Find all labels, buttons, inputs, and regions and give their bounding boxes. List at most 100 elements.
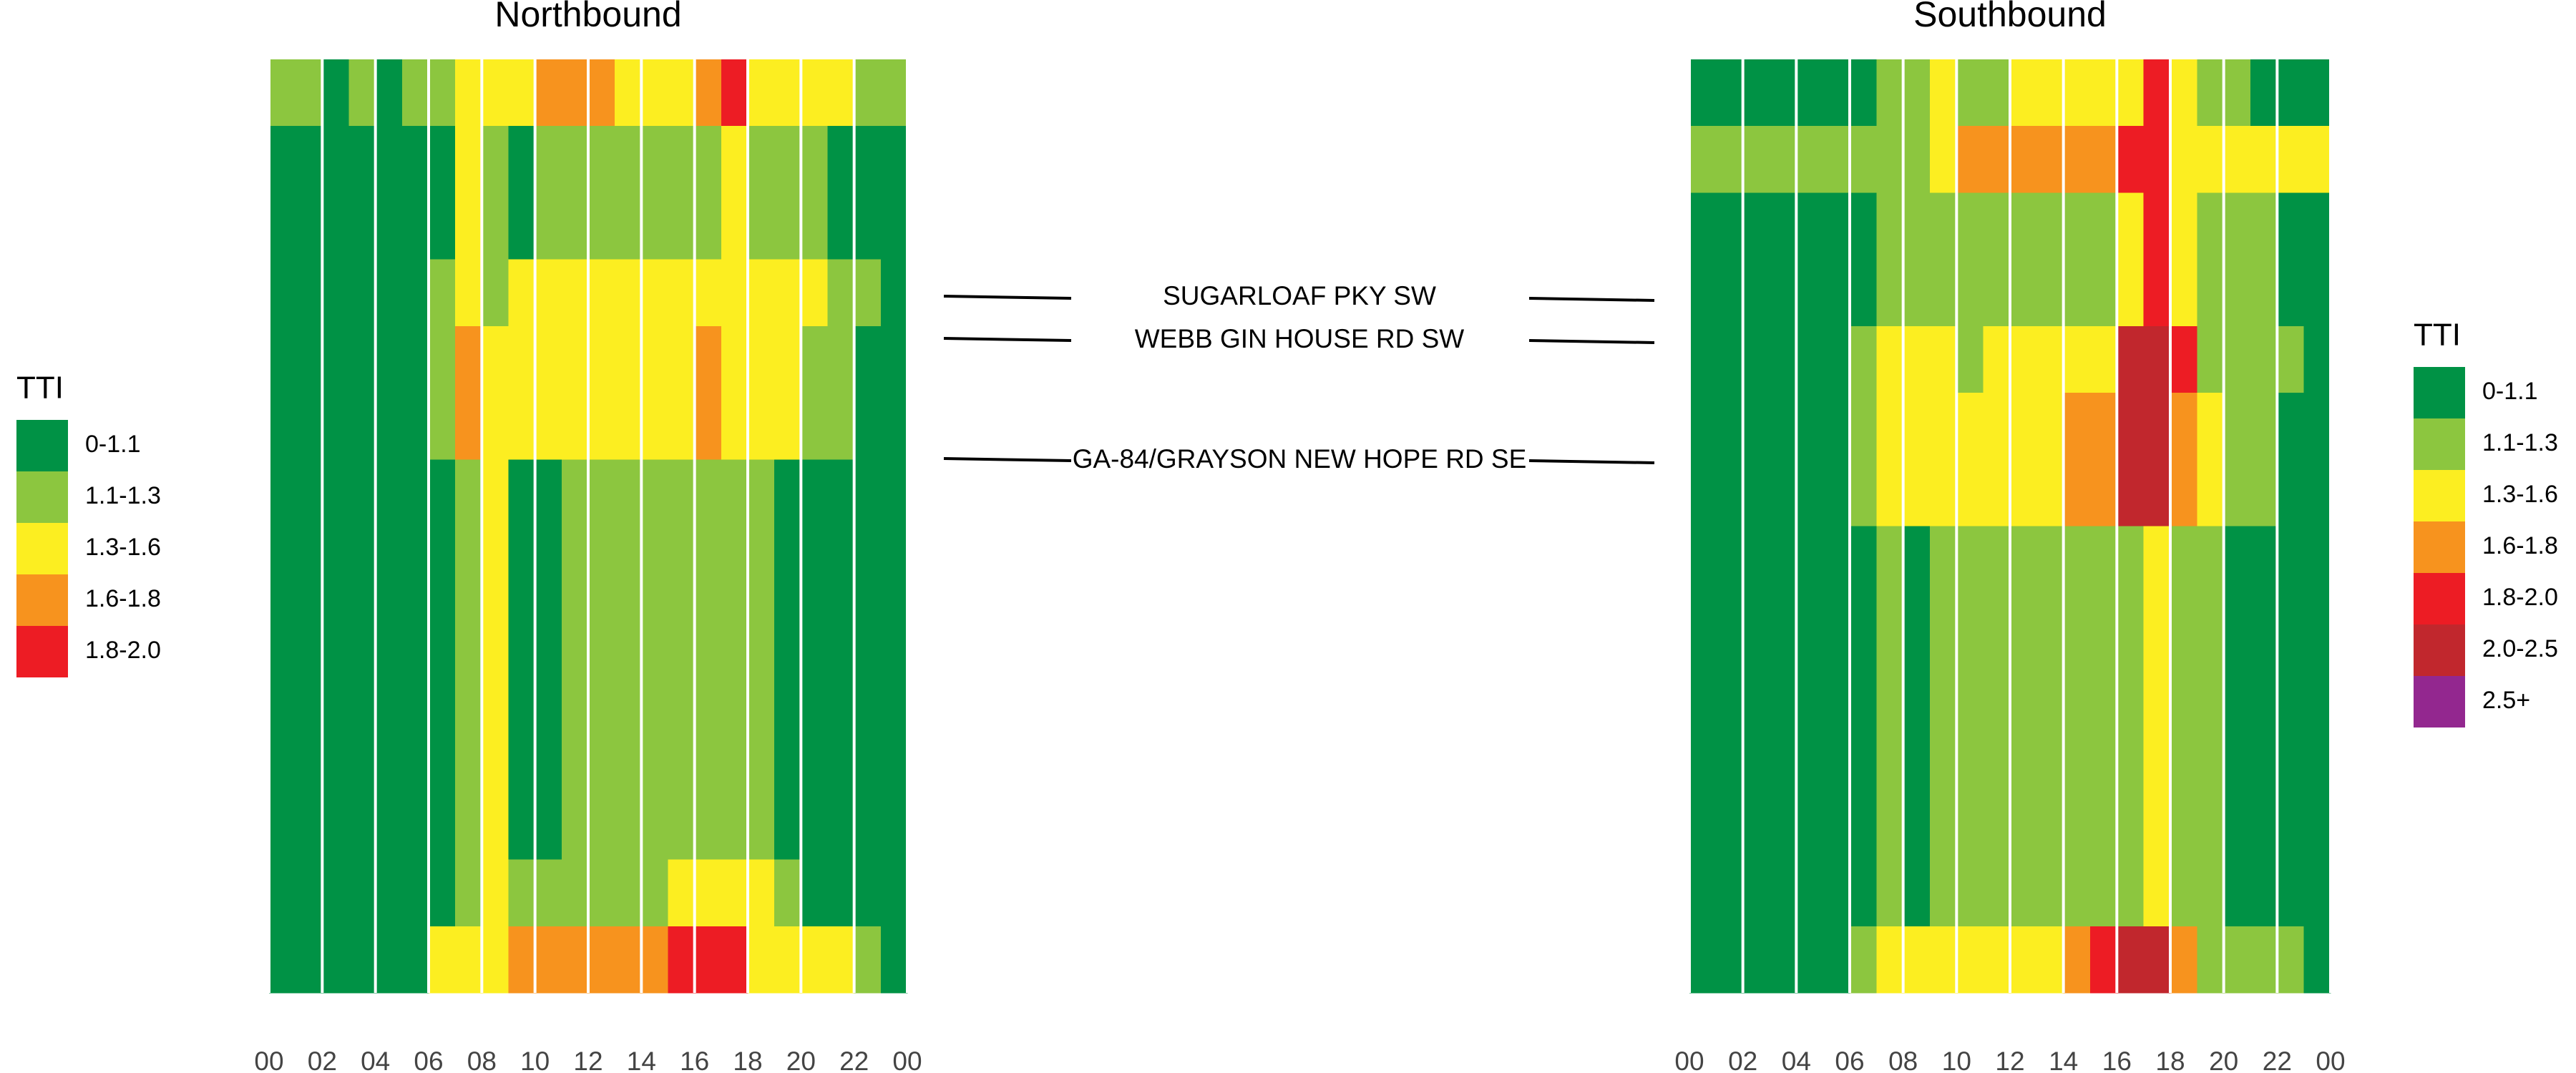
heat-cell <box>1796 393 1824 460</box>
heat-cell <box>2117 659 2145 727</box>
heat-cell <box>2036 726 2064 793</box>
heat-cell <box>535 459 562 527</box>
heat-cell <box>1850 393 1877 460</box>
x-tick-label: 10 <box>520 1047 550 1073</box>
heat-cell <box>296 726 323 793</box>
heat-cell <box>2277 659 2305 727</box>
heat-cell <box>615 659 642 727</box>
heat-cell <box>348 59 376 127</box>
heat-cell <box>1956 926 1984 994</box>
heat-cell <box>561 592 589 660</box>
heat-cell <box>880 192 908 260</box>
heat-cell <box>854 726 882 793</box>
heat-cell <box>348 393 376 460</box>
heat-cell <box>1956 793 1984 861</box>
legend-label: 1.3-1.6 <box>2482 481 2558 508</box>
heat-cell <box>615 726 642 793</box>
heat-cell <box>1770 859 1797 927</box>
heat-cell <box>269 459 296 527</box>
heat-cell <box>375 393 403 460</box>
heat-cell <box>1983 59 2011 127</box>
heat-cell <box>588 592 615 660</box>
heat-cell <box>1770 659 1797 727</box>
heat-cell <box>561 859 589 927</box>
legend-swatch <box>16 420 68 471</box>
legend-swatch <box>16 523 68 574</box>
heat-cell <box>455 793 482 861</box>
heat-cell <box>1770 592 1797 660</box>
heat-cell <box>482 659 509 727</box>
heat-cell <box>1796 659 1824 727</box>
heat-cell <box>2197 259 2225 327</box>
heat-cell <box>2277 926 2305 994</box>
heat-cell <box>401 859 429 927</box>
heat-cell <box>2090 59 2117 127</box>
heat-cell <box>1850 526 1877 594</box>
heat-cell <box>2090 592 2117 660</box>
heat-cell <box>1903 926 1931 994</box>
x-tick-label: 12 <box>1995 1047 2024 1073</box>
heat-cell <box>1876 192 1904 260</box>
heat-cell <box>1716 859 1744 927</box>
heat-cell <box>1930 526 1957 594</box>
heat-cell <box>1930 126 1957 194</box>
heat-cell <box>2036 926 2064 994</box>
heat-cell <box>827 259 855 327</box>
heat-cell <box>2223 659 2251 727</box>
heat-cell <box>615 592 642 660</box>
heat-cell <box>588 859 615 927</box>
heat-cell <box>2277 325 2305 393</box>
heat-cell <box>482 192 509 260</box>
heat-cell <box>1930 325 1957 393</box>
heat-cell <box>482 592 509 660</box>
heat-cell <box>2197 459 2225 527</box>
heat-cell <box>1770 325 1797 393</box>
heat-cell <box>2143 926 2171 994</box>
x-tick-label: 00 <box>1674 1047 1704 1073</box>
heat-cell <box>296 659 323 727</box>
heat-cell <box>1742 592 1770 660</box>
heat-cell <box>748 592 775 660</box>
heat-cell <box>322 592 350 660</box>
heat-cell <box>2303 259 2331 327</box>
heat-cell <box>2063 592 2091 660</box>
heat-cell <box>482 325 509 393</box>
heat-cell <box>508 793 536 861</box>
heat-cell <box>482 926 509 994</box>
heat-cell <box>2250 859 2278 927</box>
heat-cell <box>2197 126 2225 194</box>
legend-label: 1.3-1.6 <box>85 534 161 561</box>
heat-cell <box>2036 393 2064 460</box>
heat-cell <box>1823 126 1850 194</box>
heat-cell <box>1850 793 1877 861</box>
legend-swatch <box>2414 418 2465 470</box>
heat-cell <box>854 459 882 527</box>
heat-cell <box>748 325 775 393</box>
heat-cell <box>1742 526 1770 594</box>
heat-cell <box>1689 526 1717 594</box>
heat-cell <box>2010 526 2037 594</box>
heat-cell <box>827 793 855 861</box>
heat-cell <box>1742 926 1770 994</box>
heat-cell <box>269 325 296 393</box>
connector <box>943 295 1072 300</box>
legend-swatch <box>2414 676 2465 727</box>
heat-cell <box>1903 726 1931 793</box>
heat-cell <box>508 592 536 660</box>
heat-cell <box>269 859 296 927</box>
heat-cell <box>721 793 748 861</box>
heat-cell <box>296 793 323 861</box>
heat-cell <box>588 259 615 327</box>
heat-cell <box>348 659 376 727</box>
heat-cell <box>2063 459 2091 527</box>
heat-cell <box>535 659 562 727</box>
heat-cell <box>668 325 696 393</box>
heat-cell <box>1796 259 1824 327</box>
heat-cell <box>1742 659 1770 727</box>
heat-cell <box>482 726 509 793</box>
heat-cell <box>1903 793 1931 861</box>
heat-cell <box>748 526 775 594</box>
heat-cell <box>2250 526 2278 594</box>
heat-cell <box>1770 126 1797 194</box>
heat-cell <box>2090 192 2117 260</box>
